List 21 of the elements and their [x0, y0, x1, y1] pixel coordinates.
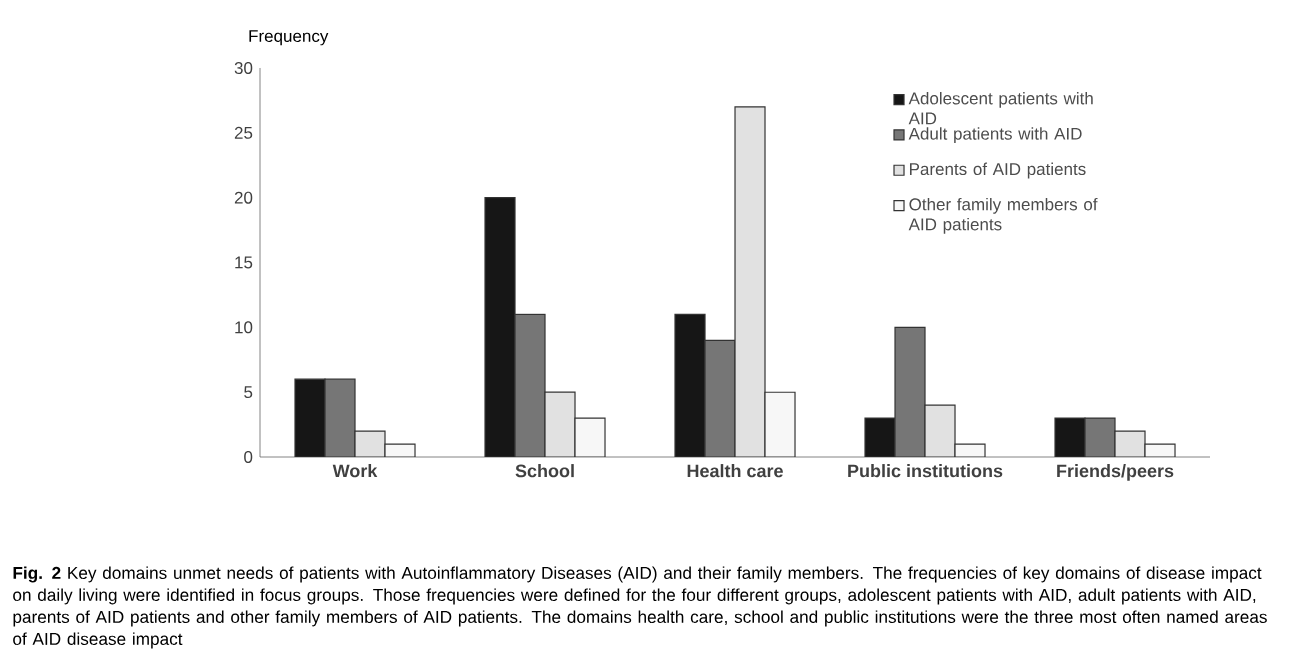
legend-label: Other family members of AID patients [908, 197, 1098, 234]
x-tick-label: Work [332, 464, 378, 478]
y-tick-label: 25 [234, 126, 253, 139]
y-tick-label: 10 [235, 321, 253, 334]
x-tick-label: Public institutions [848, 464, 1003, 478]
y-tick-label: 30 [234, 61, 253, 75]
bar [544, 391, 576, 457]
bar [734, 106, 766, 457]
y-tick-label: 20 [234, 191, 253, 204]
y-tick-label: 5 [244, 386, 253, 399]
x-tick-label: Health care [687, 464, 783, 478]
legend-label: Adult patients with AID [908, 127, 1082, 144]
x-tick-label: Friends/peers [1057, 464, 1174, 481]
y-tick-label: 15 [235, 256, 253, 269]
legend-label: Adolescent patients with AID [908, 91, 1093, 125]
legend-label: Parents of AID patients [909, 162, 1086, 179]
y-axis-title: Frequency [249, 30, 329, 46]
y-tick-label: 0 [244, 450, 253, 464]
bar [924, 404, 956, 457]
x-tick-label: School [515, 464, 574, 478]
text: Fig. 2 Key domains unmet needs of patients with Autoinflammatory Diseases (AID) and their family members. The frequencies of key domains of disease impact on daily living were identified in focus groups. Those frequencies were defined for the four different groups, adolescent patients with AID, adult patients with AID, parents of AID patients and other family members of AID patients. The domains health care, school and public institutions were the three most often named areas of AID disease impact [13, 566, 1267, 649]
